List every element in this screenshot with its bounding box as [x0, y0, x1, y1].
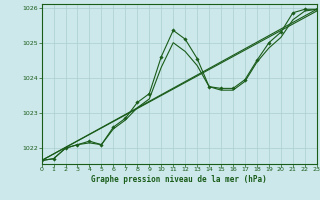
X-axis label: Graphe pression niveau de la mer (hPa): Graphe pression niveau de la mer (hPa) — [91, 175, 267, 184]
